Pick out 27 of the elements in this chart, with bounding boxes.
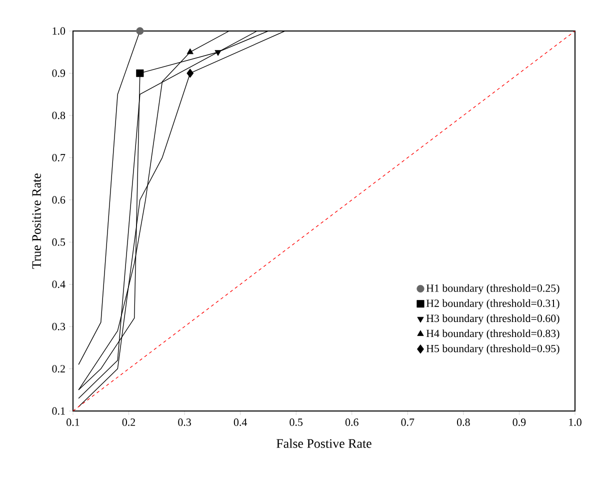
y-tick-label: 0.4 [52, 280, 66, 288]
y-tick-label: 1.0 [52, 27, 66, 35]
x-tick-label: 0.3 [178, 418, 191, 426]
x-tick-label: 0.4 [234, 418, 248, 426]
x-tick-label: 0.9 [512, 418, 526, 426]
x-tick-label: 0.5 [290, 418, 303, 426]
y-tick-label: 0.5 [52, 238, 66, 246]
legend-label: H5 boundary (threshold=0.95) [426, 344, 560, 354]
legend-label: H3 boundary (threshold=0.60) [426, 314, 560, 324]
x-tick-label: 1.0 [569, 418, 582, 426]
x-tick-label: 0.8 [457, 418, 470, 426]
x-tick-label: 0.1 [66, 418, 80, 426]
y-tick-label: 0.1 [52, 407, 65, 415]
x-tick-label: 0.7 [401, 418, 414, 426]
legend-label: H1 boundary (threshold=0.25) [426, 284, 560, 294]
y-tick-label: 0.7 [52, 154, 66, 162]
y-tick-label: 0.9 [52, 70, 66, 77]
y-tick-label: 0.2 [52, 365, 65, 372]
x-tick-label: 0.2 [122, 418, 136, 426]
y-tick-label: 0.6 [52, 196, 66, 204]
y-tick-label: 0.8 [52, 112, 66, 120]
y-axis-title: True Positive Rate [32, 173, 41, 269]
y-tick-label: 0.3 [52, 322, 66, 330]
x-tick-label: 0.6 [345, 418, 358, 426]
x-axis-title: False Postive Rate [276, 438, 372, 448]
legend-label: H2 boundary (threshold=0.31) [426, 299, 560, 310]
legend-label: H4 boundary (threshold=0.83) [426, 329, 560, 340]
